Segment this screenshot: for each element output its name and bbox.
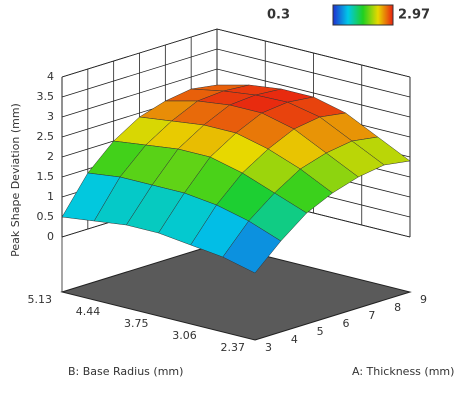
z-axis-label: Peak Shape Deviation (mm) (9, 103, 22, 257)
colorbar (332, 4, 394, 26)
z-tick-label: 0 (47, 230, 54, 243)
z-tick-label: 3 (47, 110, 54, 123)
wall-frame (61, 28, 411, 78)
x-tick-label: 9 (420, 293, 427, 306)
z-tick-label: 2.5 (37, 130, 55, 143)
grid-line (61, 28, 411, 78)
y-tick-label: 4.44 (76, 305, 101, 318)
z-tick-label: 4 (47, 70, 54, 83)
y-axis-label: B: Base Radius (mm) (68, 365, 183, 378)
x-axis-label: A: Thickness (mm) (352, 365, 454, 378)
x-tick-label: 7 (368, 309, 375, 322)
x-tick-label: 8 (394, 301, 401, 314)
z-tick-label: 3.5 (37, 90, 55, 103)
y-tick-label: 3.75 (124, 317, 149, 330)
x-tick-label: 6 (343, 317, 350, 330)
y-tick-label: 3.06 (172, 329, 197, 342)
y-tick-label: 5.13 (28, 293, 53, 306)
z-tick-label: 1 (47, 190, 54, 203)
z-tick-label: 1.5 (37, 170, 55, 183)
z-tick-label: 0.5 (37, 210, 55, 223)
y-tick-label: 2.37 (221, 341, 246, 354)
z-tick-label: 2 (47, 150, 54, 163)
x-tick-label: 3 (265, 341, 272, 354)
surface-cell (222, 220, 282, 274)
colorbar-min: 0.3 (267, 8, 290, 23)
x-tick-label: 5 (317, 325, 324, 338)
colorbar-max: 2.97 (398, 8, 430, 23)
x-tick-label: 4 (291, 333, 298, 346)
